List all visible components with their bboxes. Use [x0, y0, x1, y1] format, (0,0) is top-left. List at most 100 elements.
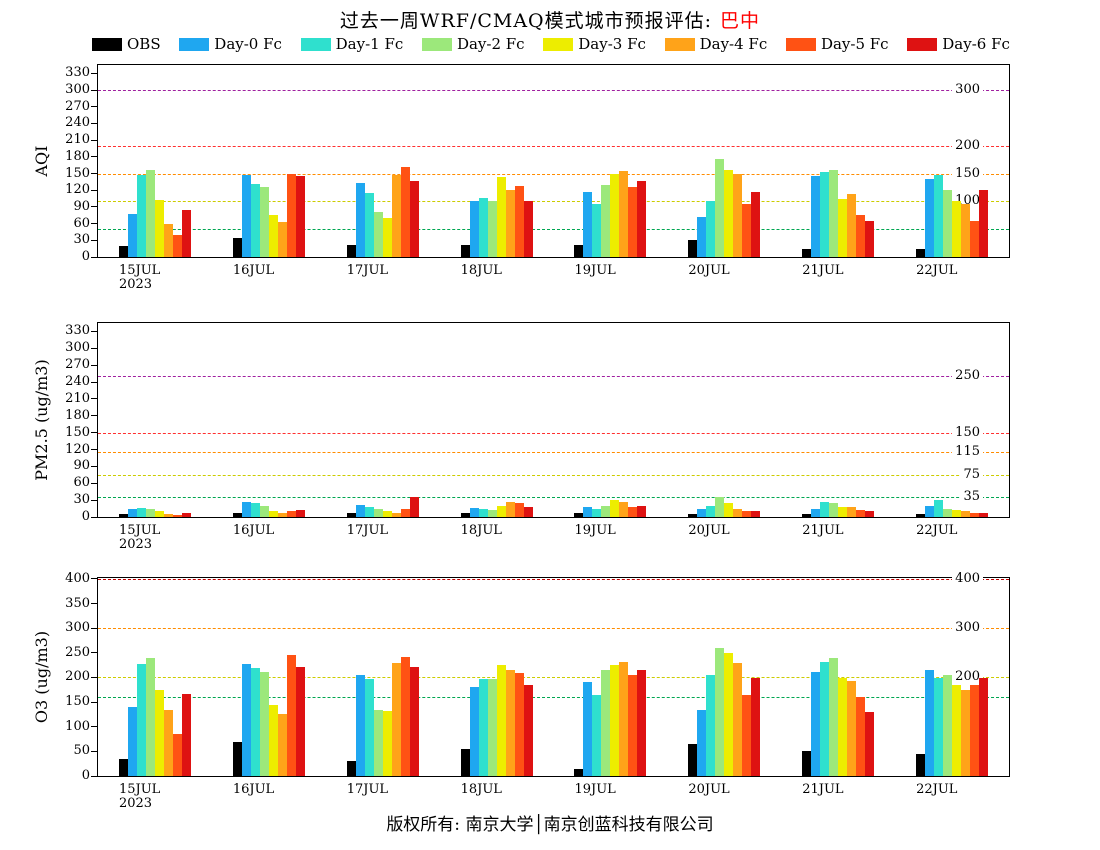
bar-day-1-fc — [592, 694, 602, 776]
x-axis-label: 15JUL — [118, 782, 161, 797]
bar-day-1-fc — [934, 175, 944, 257]
bar-day-1-fc — [364, 193, 374, 257]
y-axis-tick — [91, 516, 98, 518]
y-axis-tick-label: 250 — [65, 644, 90, 660]
bar-day-4-fc — [619, 170, 629, 257]
legend-swatch-icon — [179, 37, 210, 51]
threshold-line — [98, 201, 1009, 203]
bar-day-3-fc — [952, 684, 962, 776]
bar-day-6-fc — [523, 685, 533, 776]
bar-day-5-fc — [514, 186, 524, 257]
bar-day-5-fc — [286, 511, 296, 517]
bar-obs — [574, 244, 584, 257]
bar-obs — [688, 514, 698, 517]
bar-day-4-fc — [619, 502, 629, 517]
bar-day-0-fc — [925, 179, 935, 257]
y-axis-tick — [91, 189, 98, 191]
legend-swatch-icon — [543, 37, 574, 51]
bar-day-5-fc — [400, 656, 410, 776]
bar-day-1-fc — [592, 508, 602, 517]
bar-obs — [802, 514, 812, 517]
bar-day-2-fc — [373, 508, 383, 517]
bar-day-5-fc — [742, 694, 752, 776]
bar-day-2-fc — [145, 170, 155, 257]
bar-day-6-fc — [637, 505, 647, 517]
bar-day-5-fc — [628, 187, 638, 257]
bar-day-1-fc — [934, 677, 944, 776]
x-axis-label: 15JUL — [118, 263, 161, 278]
bar-day-5-fc — [628, 675, 638, 776]
bar-day-4-fc — [163, 223, 173, 257]
bar-day-4-fc — [391, 512, 401, 517]
title-city-name: 巴中 — [720, 10, 761, 32]
y-axis-tick — [91, 415, 98, 417]
y-axis-tick — [91, 206, 98, 208]
bar-day-4-fc — [163, 514, 173, 517]
x-axis-label: 17JUL — [346, 263, 389, 278]
y-axis-tick-label: 150 — [65, 694, 90, 710]
y-axis-tick-label: 0 — [81, 249, 90, 264]
bar-day-2-fc — [829, 502, 839, 517]
bar-day-6-fc — [637, 181, 647, 257]
bar-day-4-fc — [277, 512, 287, 517]
legend-item-day-5-fc: Day-5 Fc — [785, 35, 889, 53]
threshold-label: 300 — [952, 620, 983, 637]
y-axis-tick-label: 300 — [65, 620, 90, 636]
copyright-footer: 版权所有: 南京大学│南京创蓝科技有限公司 — [386, 815, 714, 835]
bar-day-3-fc — [496, 177, 506, 257]
bar-day-0-fc — [469, 201, 479, 257]
bar-day-1-fc — [592, 204, 602, 257]
bar-day-2-fc — [259, 187, 269, 257]
y-axis-tick-label: 150 — [65, 165, 90, 181]
bar-obs — [574, 512, 584, 517]
bar-day-4-fc — [391, 662, 401, 776]
bar-day-2-fc — [145, 508, 155, 517]
x-axis-label: 17JUL — [346, 523, 389, 538]
y-axis-tick — [91, 256, 98, 258]
bar-day-2-fc — [487, 201, 497, 257]
bar-day-5-fc — [856, 510, 866, 517]
bar-day-1-fc — [136, 508, 146, 517]
y-axis-tick — [91, 750, 98, 752]
bar-day-0-fc — [127, 508, 137, 517]
bar-day-1-fc — [706, 201, 716, 257]
bar-day-3-fc — [268, 215, 278, 257]
bar-day-1-fc — [706, 505, 716, 517]
y-axis-tick-label: 300 — [65, 340, 90, 356]
y-axis-tick-label: 30 — [73, 232, 90, 248]
bar-day-0-fc — [355, 675, 365, 776]
bar-obs — [802, 751, 812, 776]
y-axis-tick-label: 300 — [65, 82, 90, 98]
bar-day-2-fc — [259, 505, 269, 517]
bar-day-6-fc — [409, 666, 419, 776]
y-axis-tick — [91, 726, 98, 728]
y-axis-tick — [91, 89, 98, 91]
bar-day-6-fc — [181, 209, 191, 257]
y-axis-tick-label: 180 — [65, 407, 90, 423]
bar-day-4-fc — [505, 670, 515, 776]
threshold-line — [98, 628, 1009, 630]
legend-swatch-icon — [92, 37, 122, 51]
y-axis-tick-label: 330 — [65, 323, 90, 339]
threshold-line — [98, 697, 1009, 699]
bar-day-4-fc — [961, 689, 971, 776]
bar-day-2-fc — [715, 647, 725, 776]
bar-day-5-fc — [856, 697, 866, 776]
legend-swatch-icon — [785, 37, 816, 51]
y-axis-tick-label: 90 — [73, 198, 90, 214]
legend-label: Day-1 Fc — [335, 35, 404, 53]
x-axis-label: 18JUL — [460, 523, 502, 538]
bar-day-0-fc — [241, 663, 251, 776]
threshold-line — [98, 677, 1009, 679]
x-axis-label: 17JUL — [346, 782, 389, 797]
bar-obs — [574, 768, 584, 776]
bar-day-3-fc — [838, 677, 848, 776]
bar-day-2-fc — [715, 158, 725, 257]
legend-label: Day-5 Fc — [820, 35, 889, 53]
title-text: 过去一周WRF/CMAQ模式城市预报评估: — [339, 10, 713, 32]
bar-day-2-fc — [601, 505, 611, 517]
legend-item-day-2-fc: Day-2 Fc — [421, 35, 525, 53]
legend-item-day-0-fc: Day-0 Fc — [179, 35, 282, 53]
bar-obs — [118, 758, 128, 776]
